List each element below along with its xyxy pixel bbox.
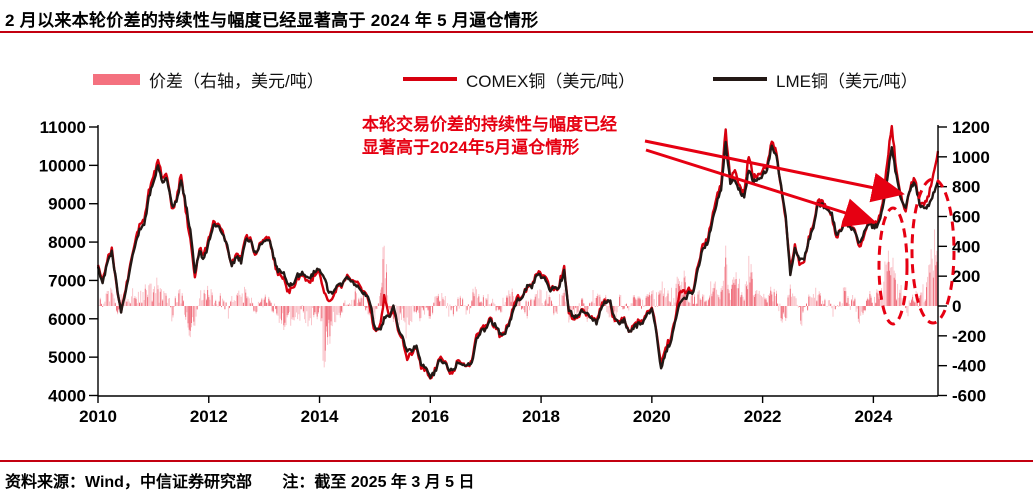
chart-generated-layers: 1100010000900080007000600050004000120010… <box>39 118 990 426</box>
legend-item-comex: COMEX铜（美元/吨） <box>403 68 636 91</box>
x-axis-tick-label: 2012 <box>190 407 228 426</box>
legend-label-lme: LME铜（美元/吨） <box>776 71 918 91</box>
right-axis-tick-label: 0 <box>952 297 961 316</box>
right-axis-tick-label: -200 <box>952 327 986 346</box>
legend-item-lme: LME铜（美元/吨） <box>713 68 918 91</box>
x-axis-tick-label: 2016 <box>411 407 449 426</box>
annotation-arrows <box>644 139 905 228</box>
lme-line-swatch-icon <box>713 77 767 81</box>
annotation-line-2: 显著高于2024年5月逼仓情形 <box>362 138 580 157</box>
axis-tick-labels: 1100010000900080007000600050004000120010… <box>39 118 990 426</box>
right-axis-tick-label: 800 <box>952 178 980 197</box>
note-text: 注：截至 2025 年 3 月 5 日 <box>282 474 475 491</box>
left-axis-tick-label: 4000 <box>48 387 86 406</box>
left-axis-tick-label: 8000 <box>48 233 86 252</box>
chart-annotation: 本轮交易价差的持续性与幅度已经 显著高于2024年5月逼仓情形 <box>362 113 617 159</box>
left-axis-tick-label: 5000 <box>48 348 86 367</box>
x-axis-tick-label: 2018 <box>522 407 560 426</box>
x-axis-tick-label: 2020 <box>633 407 671 426</box>
spread-bars-light <box>97 197 939 368</box>
axes <box>89 125 947 403</box>
right-axis-tick-label: 1200 <box>952 118 990 137</box>
left-axis-tick-label: 11000 <box>40 118 86 137</box>
right-axis-tick-label: 1000 <box>952 148 990 167</box>
chart-title: 2 月以来本轮价差的持续性与幅度已经显著高于 2024 年 5 月逼仓情形 <box>5 11 539 30</box>
right-axis-tick-label: 600 <box>952 208 980 227</box>
spread-bar-swatch-icon <box>93 73 140 85</box>
source-text: 资料来源：Wind，中信证券研究部 <box>5 474 252 491</box>
plot-data-layer <box>97 124 939 380</box>
comex-line-swatch-icon <box>403 77 457 81</box>
right-axis-tick-label: 200 <box>952 267 980 286</box>
annotation-arrow-2025 <box>644 139 905 203</box>
squeeze-circle-may-2024 <box>877 206 909 326</box>
legend-item-spread: 价差（右轴，美元/吨） <box>93 68 324 91</box>
title-divider-rule <box>0 31 1033 33</box>
x-axis-tick-label: 2010 <box>79 407 117 426</box>
x-axis-tick-label: 2014 <box>301 407 339 426</box>
right-axis-tick-label: 400 <box>952 237 980 256</box>
left-axis-tick-label: 9000 <box>48 195 86 214</box>
right-axis-tick-label: -400 <box>952 357 986 376</box>
x-axis-tick-label: 2024 <box>854 407 892 426</box>
squeeze-highlight-circles <box>877 177 956 326</box>
annotation-arrow-2024 <box>645 148 877 228</box>
left-axis-tick-label: 10000 <box>39 156 86 175</box>
x-axis-tick-label: 2022 <box>744 407 782 426</box>
lme-copper-line <box>97 140 939 379</box>
right-axis-tick-label: -600 <box>952 387 986 406</box>
left-axis-tick-label: 6000 <box>48 310 86 329</box>
legend-label-spread: 价差（右轴，美元/吨） <box>149 71 324 91</box>
legend-label-comex: COMEX铜（美元/吨） <box>466 71 636 91</box>
source-note: 资料来源：Wind，中信证券研究部 注：截至 2025 年 3 月 5 日 <box>5 468 475 492</box>
annotation-line-1: 本轮交易价差的持续性与幅度已经 <box>362 115 617 134</box>
squeeze-circle-2025 <box>910 177 956 325</box>
comex-copper-line <box>97 124 939 380</box>
left-axis-tick-label: 7000 <box>48 271 86 290</box>
footer-divider-rule <box>0 460 1033 462</box>
